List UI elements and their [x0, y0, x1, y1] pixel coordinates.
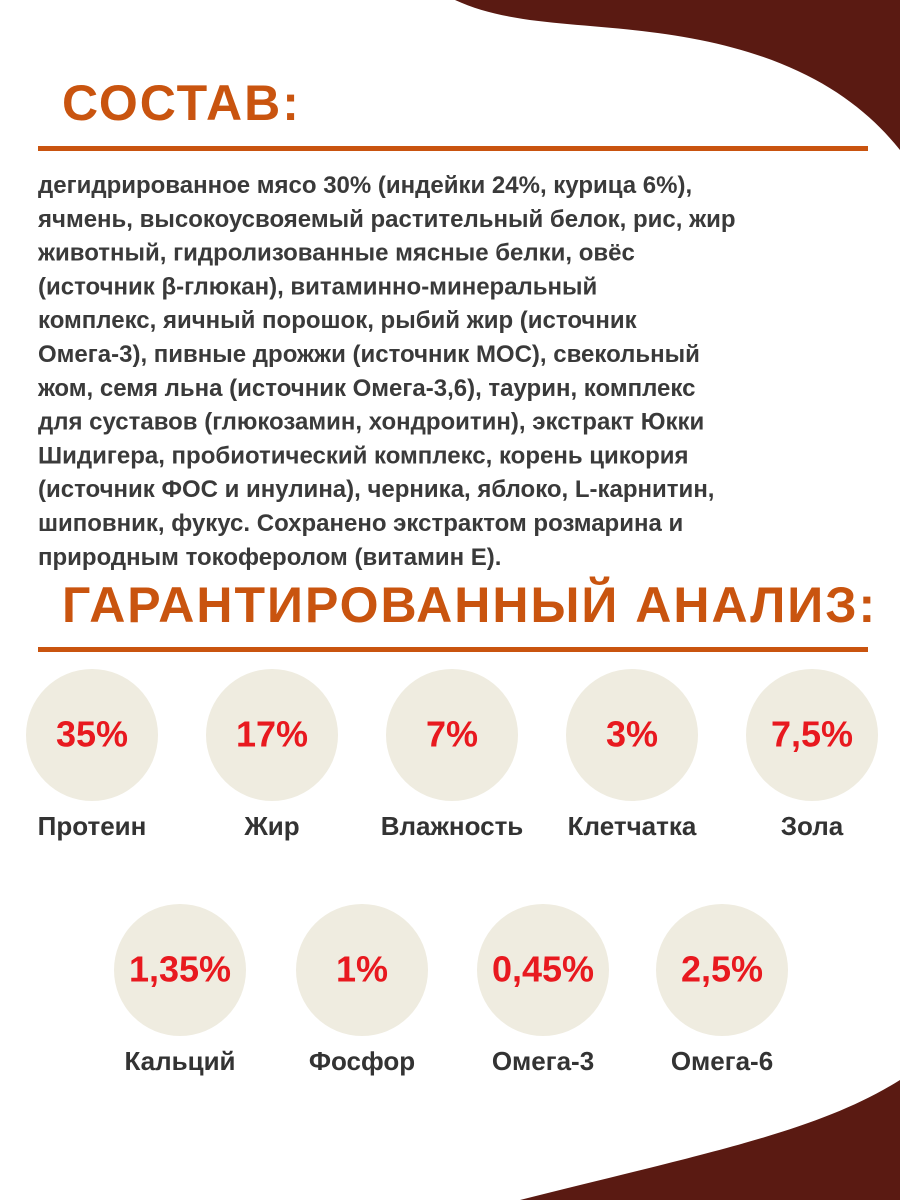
badge: [656, 904, 788, 1036]
text-line: Омега-3), пивные дрожжи (источник МОС), …: [38, 341, 700, 368]
item-value: 7%: [426, 714, 478, 755]
item-label: Протеин: [38, 811, 147, 841]
badge: [386, 669, 518, 801]
decor-top: [455, 0, 900, 150]
analysis-item: 3% Клетчатка: [566, 669, 698, 841]
composition-title: СОСТАВ:: [62, 75, 301, 131]
rule: [38, 146, 868, 151]
text-line: (источник β-глюкан), витаминно-минеральн…: [38, 273, 597, 300]
analysis-item: 17% Жир: [206, 669, 338, 841]
text-line: жом, семя льна (источник Омега-3,6), тау…: [37, 375, 695, 402]
badge: [26, 669, 158, 801]
badge: [746, 669, 878, 801]
analysis-item: 2,5% Омега-6: [656, 904, 788, 1076]
item-value: 1%: [336, 949, 388, 990]
item-value: 0,45%: [492, 949, 594, 990]
analysis-title: ГАРАНТИРОВАННЫЙ АНАЛИЗ:: [62, 576, 877, 633]
item-value: 2,5%: [681, 949, 763, 990]
analysis-item: 7,5% Зола: [746, 669, 878, 841]
analysis-item: 1,35% Кальций: [114, 904, 246, 1076]
item-value: 3%: [606, 714, 658, 755]
item-value: 17%: [236, 714, 308, 755]
rule: [38, 647, 868, 652]
analysis-item: 7% Влажность: [381, 669, 524, 841]
badge: [477, 904, 609, 1036]
text-line: для суставов (глюкозамин, хондроитин), э…: [38, 409, 704, 436]
item-value: 1,35%: [129, 949, 231, 990]
item-value: 35%: [56, 714, 128, 755]
analysis-item: 1% Фосфор: [296, 904, 428, 1076]
text-line: животный, гидролизованные мясные белки, …: [37, 240, 635, 267]
text-line: природным токоферолом (витамин Е).: [38, 544, 501, 571]
badge: [296, 904, 428, 1036]
item-label: Фосфор: [309, 1046, 415, 1076]
analysis-item: 35% Протеин: [26, 669, 158, 841]
composition-text: дегидрированное мясо 30% (индейки 24%, к…: [37, 172, 736, 571]
item-label: Зола: [781, 811, 844, 841]
decor-bottom: [520, 1080, 900, 1200]
text-line: дегидрированное мясо 30% (индейки 24%, к…: [38, 172, 692, 199]
item-label: Омега-3: [492, 1046, 594, 1076]
text-line: комплекс, яичный порошок, рыбий жир (ист…: [38, 307, 638, 334]
text-line: (источник ФОС и инулина), черника, яблок…: [38, 476, 714, 503]
badge: [566, 669, 698, 801]
item-label: Омега-6: [671, 1046, 773, 1076]
badge: [206, 669, 338, 801]
item-label: Жир: [243, 811, 299, 841]
analysis-items: 35% Протеин 17% Жир 7% Влажность 3% Клетчатка 7,…: [26, 669, 878, 1076]
text-line: шиповник, фукус. Сохранено экстрактом ро…: [38, 510, 683, 537]
analysis-item: 0,45% Омега-3: [477, 904, 609, 1076]
badge: [114, 904, 246, 1036]
item-label: Клетчатка: [568, 811, 697, 841]
item-label: Кальций: [124, 1046, 235, 1076]
item-label: Влажность: [381, 811, 524, 841]
text-line: ячмень, высокоусвояемый растительный бел…: [37, 206, 736, 233]
text-line: Шидигера, пробиотический комплекс, корен…: [38, 442, 689, 469]
item-value: 7,5%: [771, 714, 853, 755]
